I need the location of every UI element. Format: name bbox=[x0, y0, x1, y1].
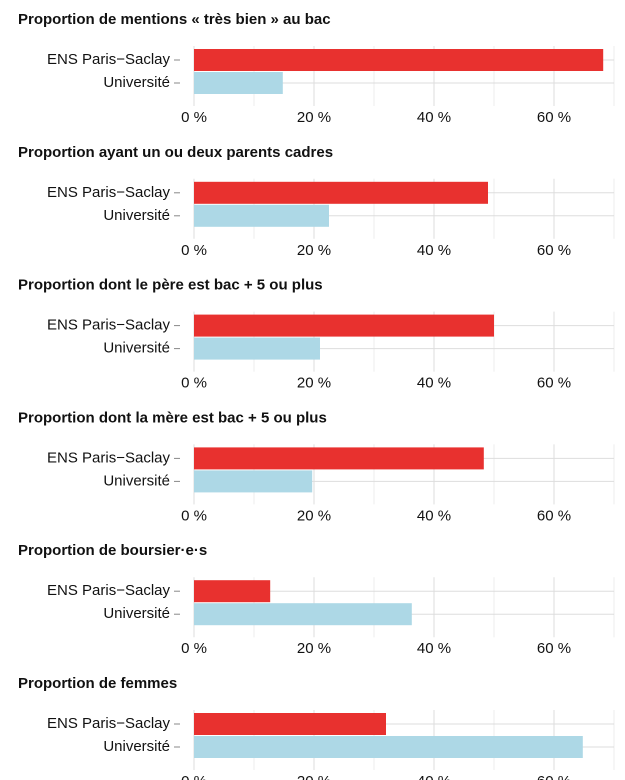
x-tick-label: 20 % bbox=[297, 109, 331, 126]
x-tick-label: 60 % bbox=[537, 242, 571, 259]
bar bbox=[194, 72, 283, 94]
x-tick-label: 20 % bbox=[297, 375, 331, 392]
y-tick-label: ENS Paris−Saclay bbox=[47, 51, 170, 68]
y-tick-label: ENS Paris−Saclay bbox=[47, 449, 170, 466]
panel-title: Proportion ayant un ou deux parents cadr… bbox=[18, 144, 333, 161]
panel-title: Proportion de femmes bbox=[18, 675, 177, 692]
bar bbox=[194, 713, 386, 735]
bar bbox=[194, 204, 329, 227]
x-tick-label: 40 % bbox=[417, 640, 451, 657]
x-tick-label: 0 % bbox=[181, 242, 207, 259]
y-tick-label: ENS Paris−Saclay bbox=[47, 715, 170, 732]
x-tick-label: 0 % bbox=[181, 640, 207, 657]
bar bbox=[194, 580, 271, 603]
y-tick-label: Université bbox=[103, 472, 170, 489]
x-tick-label: 40 % bbox=[417, 773, 451, 780]
bar bbox=[194, 470, 313, 493]
x-tick-label: 60 % bbox=[537, 375, 571, 392]
y-tick-label: Université bbox=[103, 340, 170, 357]
x-tick-label: 60 % bbox=[537, 109, 571, 126]
x-tick-label: 20 % bbox=[297, 507, 331, 524]
x-tick-label: 0 % bbox=[181, 773, 207, 780]
panel-title: Proportion de mentions « très bien » au … bbox=[18, 11, 331, 28]
x-tick-label: 40 % bbox=[417, 375, 451, 392]
y-tick-label: Université bbox=[103, 738, 170, 755]
x-tick-label: 60 % bbox=[537, 773, 571, 780]
x-tick-label: 20 % bbox=[297, 242, 331, 259]
panel-title: Proportion dont la mère est bac + 5 ou p… bbox=[18, 409, 327, 426]
bar bbox=[194, 447, 484, 470]
x-tick-label: 60 % bbox=[537, 507, 571, 524]
bar bbox=[194, 314, 494, 337]
bar bbox=[194, 736, 583, 758]
y-tick-label: Université bbox=[103, 74, 170, 91]
y-tick-label: Université bbox=[103, 605, 170, 622]
x-tick-label: 40 % bbox=[417, 109, 451, 126]
panel-title: Proportion de boursier·e·s bbox=[18, 542, 207, 559]
x-tick-label: 0 % bbox=[181, 507, 207, 524]
bar bbox=[194, 181, 488, 204]
x-tick-label: 20 % bbox=[297, 640, 331, 657]
panel-title: Proportion dont le père est bac + 5 ou p… bbox=[18, 277, 323, 294]
x-tick-label: 0 % bbox=[181, 375, 207, 392]
bar bbox=[194, 337, 320, 360]
x-tick-label: 40 % bbox=[417, 242, 451, 259]
y-tick-label: Université bbox=[103, 207, 170, 224]
y-tick-label: ENS Paris−Saclay bbox=[47, 317, 170, 334]
bar bbox=[194, 49, 604, 71]
x-tick-label: 20 % bbox=[297, 773, 331, 780]
x-tick-label: 60 % bbox=[537, 640, 571, 657]
y-tick-label: ENS Paris−Saclay bbox=[47, 582, 170, 599]
x-tick-label: 0 % bbox=[181, 109, 207, 126]
x-tick-label: 40 % bbox=[417, 507, 451, 524]
bar bbox=[194, 603, 412, 626]
y-tick-label: ENS Paris−Saclay bbox=[47, 184, 170, 201]
